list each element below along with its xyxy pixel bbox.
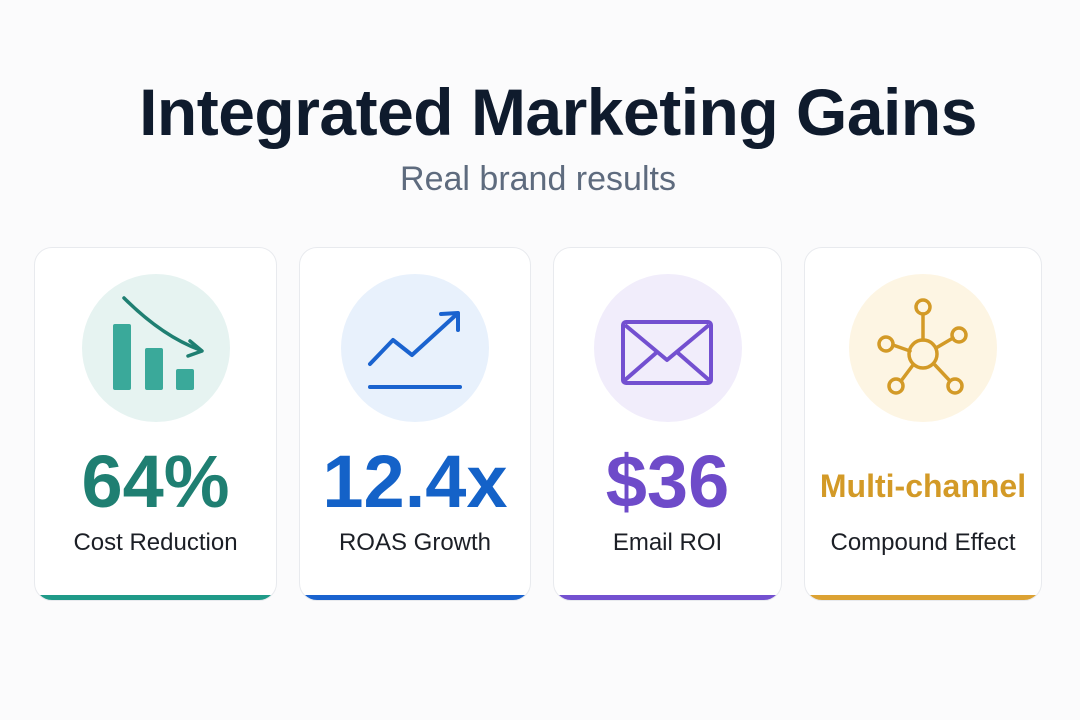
stat-card-email-roi: $36 Email ROI: [553, 247, 782, 601]
stat-card-cost-reduction: 64% Cost Reduction: [34, 247, 277, 601]
icon-circle: [849, 274, 997, 422]
stat-label: Cost Reduction: [73, 529, 238, 556]
network-hub-icon: [877, 298, 968, 395]
stat-value: Multi-channel: [819, 468, 1027, 504]
stat-card-roas-growth: 12.4x ROAS Growth: [299, 247, 531, 601]
accent-bar: [35, 595, 276, 600]
envelope-icon: [620, 320, 713, 385]
icon-circle: [593, 274, 742, 422]
stat-value: $36: [605, 440, 730, 523]
page-subtitle: Real brand results: [400, 160, 676, 198]
icon-circle: [341, 274, 489, 422]
accent-bar: [805, 595, 1041, 600]
trending-up-icon: [368, 311, 462, 389]
stat-label: ROAS Growth: [338, 529, 492, 556]
stat-card-compound-effect: Multi-channel Compound Effect: [804, 247, 1042, 601]
declining-bar-chart-icon: [112, 296, 204, 390]
accent-bar: [300, 595, 530, 600]
page-title: Integrated Marketing Gains: [139, 75, 977, 149]
stat-value: 64%: [81, 440, 230, 523]
accent-bar: [554, 595, 781, 600]
stat-label: Compound Effect: [830, 529, 1016, 556]
stat-value: 12.4x: [322, 440, 508, 523]
icon-circle: [81, 274, 230, 422]
stat-label: Email ROI: [612, 529, 723, 556]
